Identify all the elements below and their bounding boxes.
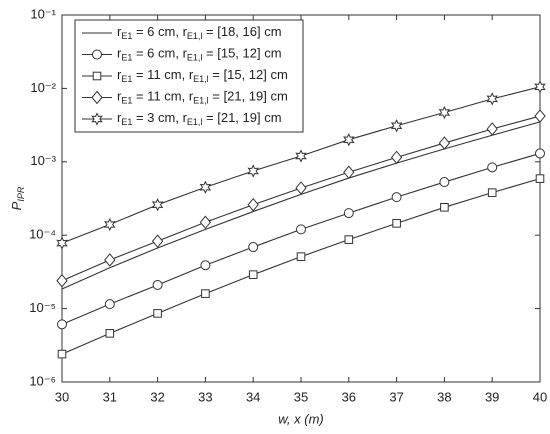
marker (199, 180, 212, 194)
marker (390, 119, 403, 133)
legend-label: rE1​ = 6 cm, rE1,l​ = [18, 16] cm (117, 24, 282, 41)
marker (487, 162, 498, 173)
marker (535, 174, 545, 183)
y-tick-label: 10⁻⁵ (29, 300, 56, 315)
legend-marker (92, 49, 102, 60)
x-tick-label: 36 (342, 389, 356, 404)
marker (105, 329, 115, 338)
x-tick-label: 38 (437, 389, 451, 404)
y-tick-label: 10⁻³ (30, 153, 56, 168)
marker (295, 149, 307, 163)
y-tick-label: 10⁻¹ (30, 6, 56, 21)
marker (104, 299, 115, 310)
marker (438, 136, 451, 150)
marker (104, 253, 116, 267)
marker (248, 242, 259, 253)
marker (486, 122, 498, 136)
marker (247, 197, 259, 212)
legend-marker (91, 112, 103, 126)
y-tick-label: 10⁻² (30, 80, 56, 95)
x-tick-label: 34 (246, 389, 260, 404)
marker (56, 236, 68, 250)
marker (534, 80, 546, 94)
y-tick-label: 10⁻⁴ (29, 227, 56, 242)
marker (392, 219, 401, 228)
marker (296, 224, 306, 235)
marker (440, 202, 449, 212)
marker (151, 198, 164, 212)
marker (201, 289, 210, 298)
marker (153, 309, 162, 318)
x-tick-label: 37 (389, 389, 403, 404)
marker (486, 92, 498, 106)
legend-label: rE1​ = 11 cm, rE1,l​ = [15, 12] cm (117, 67, 288, 84)
legend-marker (92, 71, 102, 81)
marker (344, 235, 354, 244)
legend-marker (91, 90, 103, 105)
marker (343, 133, 355, 147)
marker (56, 273, 68, 288)
x-axis-label: w, x (m) (278, 411, 324, 426)
marker (248, 270, 258, 279)
x-tick-label: 30 (55, 389, 69, 404)
x-tick-label: 40 (533, 389, 547, 404)
marker (151, 234, 164, 248)
legend-label: rE1​ = 3 cm, rE1,l​ = [21, 19] cm (117, 110, 282, 127)
x-tick-label: 35 (294, 389, 308, 404)
marker (57, 349, 67, 359)
marker (487, 188, 497, 197)
marker (295, 181, 307, 195)
marker (534, 109, 546, 123)
marker (343, 165, 355, 180)
y-tick-label: 10⁻⁶ (29, 373, 56, 388)
marker (296, 252, 306, 261)
marker (390, 150, 403, 165)
x-tick-label: 31 (103, 389, 117, 404)
marker (438, 105, 451, 120)
marker (439, 177, 450, 188)
y-axis-label: PIPR​ (9, 186, 26, 210)
legend-label: rE1​ = 6 cm, rE1,l​ = [15, 12] cm (117, 46, 282, 63)
marker (391, 192, 402, 203)
marker (247, 164, 259, 178)
marker (57, 319, 67, 330)
x-tick-label: 39 (485, 389, 499, 404)
x-tick-label: 32 (150, 389, 164, 404)
marker (152, 279, 163, 290)
marker (535, 148, 545, 159)
legend-box (74, 19, 304, 133)
marker (199, 215, 212, 230)
marker (200, 260, 211, 271)
x-tick-label: 33 (198, 389, 212, 404)
marker (343, 208, 354, 219)
legend-label: rE1​ = 11 cm, rE1,l​ = [21, 19] cm (117, 89, 288, 106)
marker (104, 217, 116, 232)
